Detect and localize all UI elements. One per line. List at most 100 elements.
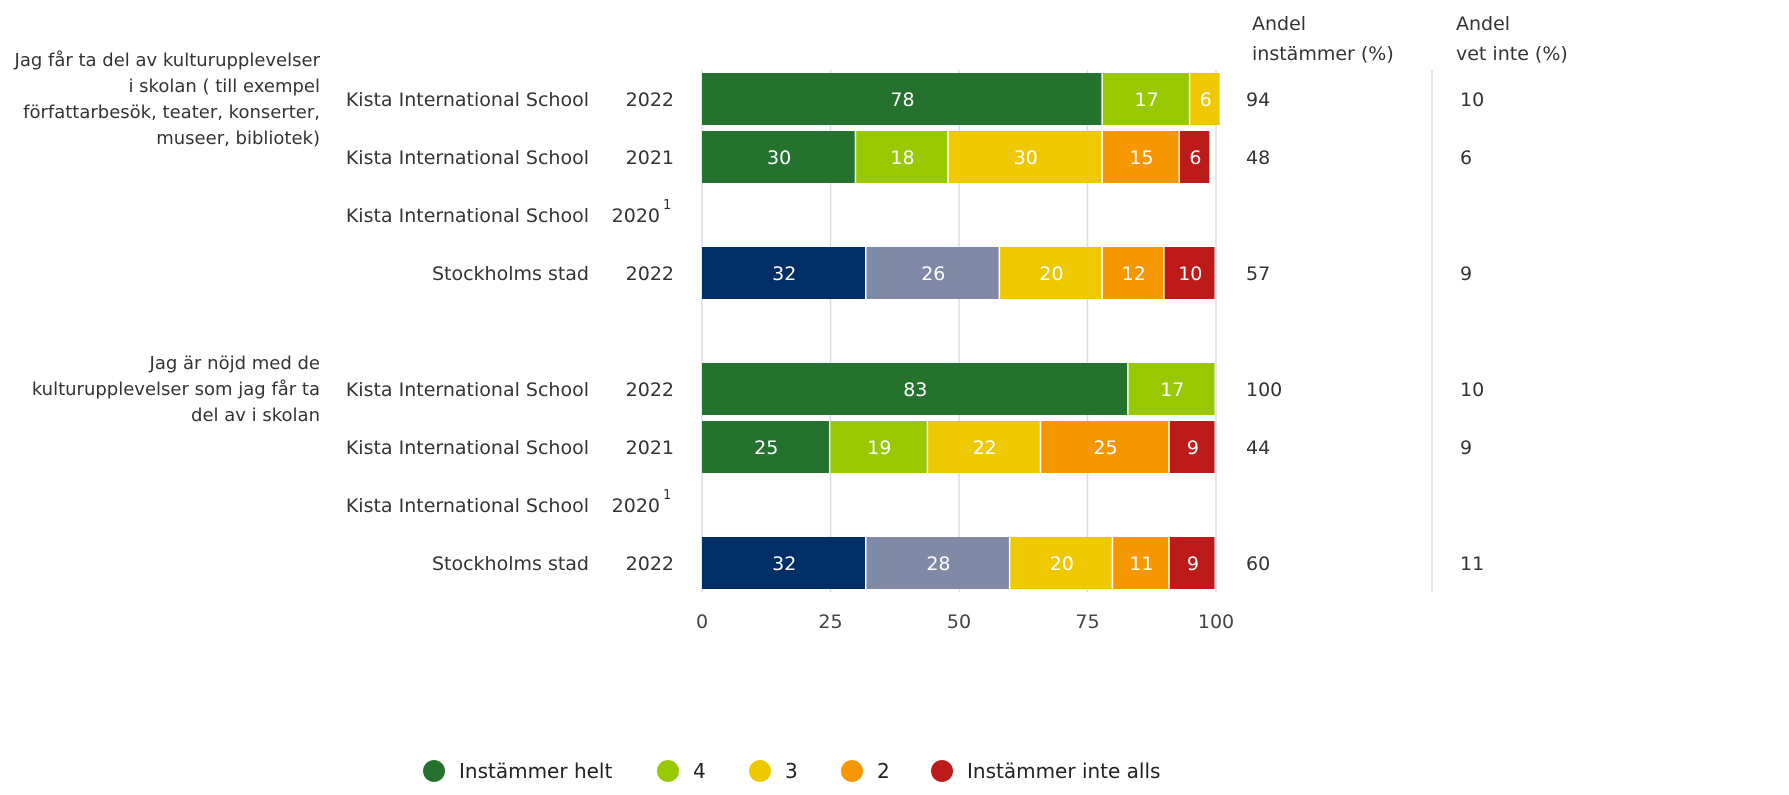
dontknow-value: 6 [1460,147,1472,169]
bar-segment [1180,131,1210,183]
row-year: 2022 [626,379,674,401]
row-label: Kista International School [346,495,589,517]
bar-value-label: 11 [1129,553,1153,575]
footnote-marker: 1 [663,488,671,503]
row-labels: Jag får ta del av kulturupplevelser i sko… [14,50,674,575]
row-year: 2021 [626,147,674,169]
agree-value: 94 [1246,89,1270,111]
x-tick-label: 75 [1075,611,1099,633]
row-year: 2020 [612,205,660,227]
bar-segment [1102,131,1179,183]
bar-value-label: 18 [890,147,914,169]
bar-value-label: 17 [1160,379,1184,401]
bar-value-label: 10 [1178,263,1202,285]
bar-segment [1169,421,1215,473]
row-year: 2022 [626,263,674,285]
bar-value-label: 26 [921,263,945,285]
bar-segment [1000,247,1102,299]
agree-header-line2: instämmer (%) [1252,43,1394,65]
legend-label: Instämmer helt [459,759,612,783]
bar-segment [1164,247,1215,299]
agree-value: 60 [1246,553,1270,575]
bar-value-label: 32 [772,263,796,285]
bar-value-label: 28 [926,553,950,575]
legend-swatch [423,760,445,782]
bar-value-label: 17 [1135,89,1159,111]
dontknow-value: 9 [1460,263,1472,285]
question-label: författarbesök, teater, konserter, [23,102,320,123]
legend: Instämmer helt 4 3 2 Instämmer inte alls [423,759,1160,783]
question-label: del av i skolan [191,405,320,426]
bar-value-label: 9 [1187,553,1199,575]
bar-segment [1102,73,1189,125]
bar-segment [1113,537,1169,589]
dontknow-value: 11 [1460,553,1484,575]
row-label: Kista International School [346,205,589,227]
legend-swatch [841,760,863,782]
bar-value-label: 9 [1187,437,1199,459]
legend-label: 4 [693,759,706,783]
bar-value-label: 22 [973,437,997,459]
agree-value: 48 [1246,147,1270,169]
row-label: Kista International School [346,437,589,459]
dontknow-header-line1: Andel [1456,13,1510,35]
x-tick-label: 50 [947,611,971,633]
row-year: 2022 [626,89,674,111]
row-year: 2020 [612,495,660,517]
bar-value-label: 0 [1220,379,1232,401]
bar-segment [1128,363,1215,415]
bar-value-label: 25 [754,437,778,459]
row-label: Kista International School [346,147,589,169]
agree-value: 44 [1246,437,1270,459]
bar-value-label: 6 [1200,89,1212,111]
bar-segment [702,131,855,183]
bar-segment [702,421,829,473]
x-tick-label: 0 [696,611,708,633]
bar-value-label: 20 [1050,553,1074,575]
x-tick-label: 100 [1198,611,1234,633]
dontknow-value: 9 [1460,437,1472,459]
row-label: Stockholms stad [432,263,589,285]
question-label: museer, bibliotek) [156,128,320,149]
bar-value-label: 0 [1225,89,1237,111]
legend-label: 2 [877,759,890,783]
bar-value-label: 6 [1189,147,1201,169]
bar-value-label: 15 [1129,147,1153,169]
bar-value-label: 30 [1014,147,1038,169]
bar-segment [702,363,1128,415]
bar-value-label: 30 [767,147,791,169]
x-axis: 0 25 50 75 100 [696,611,1234,633]
legend-swatch [931,760,953,782]
agree-header-line1: Andel [1252,13,1306,35]
question-label: kulturupplevelser som jag får ta [32,379,320,400]
bar-value-label: 25 [1093,437,1117,459]
bar-segment [702,247,865,299]
bar-segment [1169,537,1215,589]
bar-segment [948,131,1102,183]
row-label: Kista International School [346,379,589,401]
row-year: 2022 [626,553,674,575]
bar-value-label: 32 [772,553,796,575]
bar-segment [866,247,999,299]
dontknow-header-line2: vet inte (%) [1456,43,1568,65]
side-columns: Andel instämmer (%) Andel vet inte (%) 94 10 4… [1246,13,1568,575]
bar-value-label: 20 [1039,263,1063,285]
row-label: Stockholms stad [432,553,589,575]
bar-segment [702,73,1102,125]
bar-segment [702,537,865,589]
footnote-marker: 1 [663,198,671,213]
question-label: Jag får ta del av kulturupplevelser [14,50,321,71]
dontknow-value: 10 [1460,89,1484,111]
dontknow-value: 10 [1460,379,1484,401]
agree-value: 100 [1246,379,1282,401]
bar-value-label: 83 [903,379,927,401]
question-label: Jag är nöjd med de [149,353,320,374]
bar-segment [1041,421,1169,473]
bar-segment [866,537,1009,589]
legend-swatch [657,760,679,782]
row-year: 2021 [626,437,674,459]
bar-value-label: 78 [890,89,914,111]
row-label: Kista International School [346,89,589,111]
